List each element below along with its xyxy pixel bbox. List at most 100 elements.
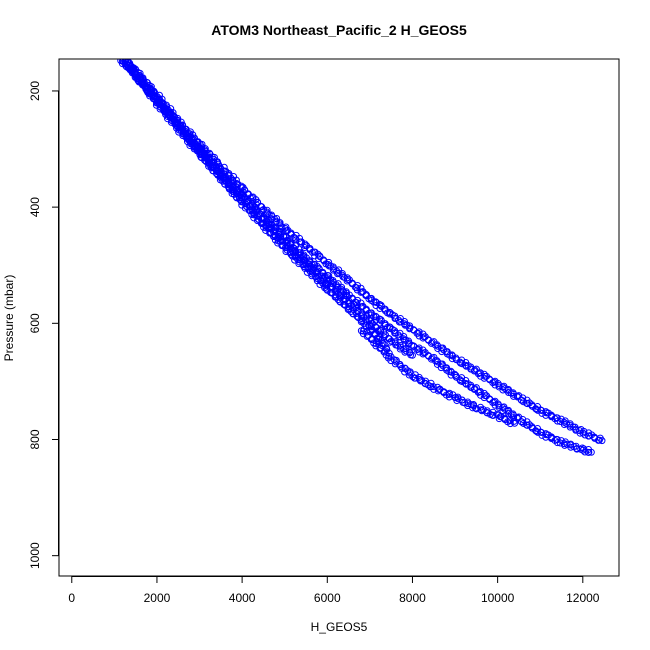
data-point xyxy=(494,380,502,388)
data-point xyxy=(401,318,408,325)
data-point xyxy=(489,411,497,419)
data-point xyxy=(296,234,304,242)
x-axis: 0 2000 4000 6000 8000 10000 12000 xyxy=(68,576,600,605)
data-point xyxy=(598,437,606,445)
data-point xyxy=(452,356,460,364)
data-point xyxy=(212,167,220,175)
data-point xyxy=(415,344,423,352)
data-point xyxy=(445,391,453,399)
data-point xyxy=(452,373,460,381)
data-point xyxy=(375,340,383,348)
data-point xyxy=(359,327,367,335)
data-point xyxy=(128,63,136,71)
data-point xyxy=(147,87,155,95)
data-point xyxy=(467,381,475,389)
data-point xyxy=(229,186,237,194)
data-point xyxy=(391,327,399,335)
y-axis: 200 400 600 800 1000 xyxy=(28,81,59,569)
data-point xyxy=(408,351,416,359)
data-point xyxy=(334,270,342,278)
data-point xyxy=(312,273,320,281)
data-point xyxy=(335,266,343,274)
data-point xyxy=(532,405,540,413)
data-point xyxy=(391,329,399,337)
chart-title: ATOM3 Northeast_Pacific_2 H_GEOS5 xyxy=(211,22,467,38)
x-tick-label: 10000 xyxy=(481,591,515,605)
data-point xyxy=(434,342,442,350)
data-point xyxy=(217,173,225,181)
series-5 xyxy=(357,325,519,428)
y-tick-label: 400 xyxy=(28,197,42,217)
data-point xyxy=(438,348,446,356)
data-point xyxy=(334,280,342,288)
data-point xyxy=(171,120,179,128)
data-point xyxy=(282,223,290,231)
data-point xyxy=(581,431,589,439)
data-point xyxy=(391,314,399,322)
data-point xyxy=(510,392,518,400)
data-point xyxy=(576,429,584,437)
data-point xyxy=(322,285,330,293)
data-point xyxy=(490,378,498,386)
data-point xyxy=(152,101,160,109)
data-point xyxy=(376,300,384,308)
data-point xyxy=(288,252,296,260)
data-point xyxy=(386,338,394,346)
data-point xyxy=(391,312,399,320)
data-point xyxy=(162,111,170,119)
data-point xyxy=(471,385,479,393)
data-point xyxy=(580,445,588,453)
data-point xyxy=(552,414,560,422)
data-points xyxy=(117,59,606,456)
data-point xyxy=(489,408,497,416)
data-point xyxy=(376,327,384,335)
data-point xyxy=(282,248,290,256)
data-point xyxy=(265,225,273,233)
data-point xyxy=(387,337,395,345)
data-point xyxy=(454,395,462,403)
data-point xyxy=(385,349,393,357)
data-point xyxy=(160,107,168,115)
data-point xyxy=(327,285,335,293)
data-point xyxy=(401,348,409,356)
x-axis-label: H_GEOS5 xyxy=(311,620,368,634)
data-point xyxy=(310,248,318,256)
data-point xyxy=(343,274,351,282)
y-axis-label: Pressure (mbar) xyxy=(2,275,16,362)
data-point xyxy=(511,419,519,427)
data-point xyxy=(357,284,365,292)
data-point xyxy=(182,134,190,142)
data-point xyxy=(499,404,507,412)
data-point xyxy=(406,325,414,333)
y-tick-label: 200 xyxy=(28,81,42,101)
data-point xyxy=(233,190,241,198)
series-1 xyxy=(119,59,606,445)
data-point xyxy=(402,345,410,352)
data-point xyxy=(397,318,405,326)
x-tick-label: 12000 xyxy=(566,591,600,605)
x-tick-label: 8000 xyxy=(399,591,426,605)
data-point xyxy=(532,427,540,435)
data-point xyxy=(506,420,514,428)
x-tick-label: 4000 xyxy=(229,591,256,605)
data-point xyxy=(553,417,561,425)
data-point xyxy=(148,91,156,99)
data-point xyxy=(222,176,230,184)
data-point xyxy=(352,309,360,317)
data-point xyxy=(433,357,441,365)
data-point xyxy=(363,328,371,336)
data-point xyxy=(220,163,228,171)
data-point xyxy=(125,61,133,69)
data-point xyxy=(475,369,483,377)
x-tick-label: 6000 xyxy=(314,591,341,605)
data-point xyxy=(340,297,348,305)
data-point xyxy=(553,439,561,447)
data-point xyxy=(142,85,150,93)
data-point xyxy=(164,115,172,123)
data-point xyxy=(595,436,603,444)
series-2 xyxy=(117,59,595,456)
y-tick-label: 600 xyxy=(28,313,42,333)
data-point xyxy=(372,340,380,348)
data-point xyxy=(415,328,423,336)
data-point xyxy=(329,263,337,271)
